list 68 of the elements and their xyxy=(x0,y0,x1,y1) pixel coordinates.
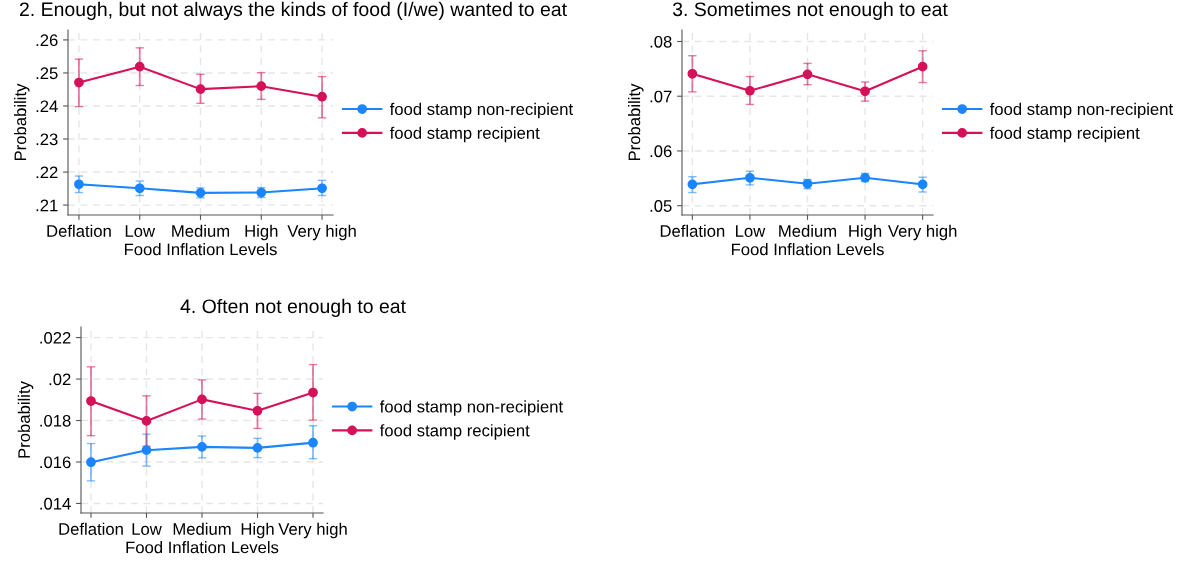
y-tick-label: .02 xyxy=(49,373,71,386)
y-tick-label: .018 xyxy=(40,414,71,427)
point xyxy=(252,405,263,416)
chart-title: 4. Often not enough to eat xyxy=(180,298,406,317)
y-tick-label: .21 xyxy=(36,199,58,212)
point xyxy=(745,85,755,96)
x-tick-label: High xyxy=(245,224,278,241)
x-tick-label: Very high xyxy=(287,224,356,241)
y-tick-label: .022 xyxy=(40,331,71,344)
point xyxy=(802,69,813,80)
x-tick-label: Very high xyxy=(278,522,347,539)
point xyxy=(252,443,263,453)
legend-label: food stamp non-recipient xyxy=(989,102,1173,119)
y-tick-label: .23 xyxy=(36,133,58,146)
y-tick-label: .014 xyxy=(40,497,71,510)
y-tick-label: .08 xyxy=(650,35,672,48)
y-axis-title: Probability xyxy=(14,83,30,161)
y-tick-label: .25 xyxy=(36,67,58,80)
x-tick-label: Low xyxy=(132,523,162,535)
point xyxy=(197,394,207,405)
x-tick-label: Low xyxy=(736,225,766,237)
point xyxy=(86,396,96,406)
y-tick-label: .26 xyxy=(36,34,58,47)
point xyxy=(308,387,318,398)
x-tick-label: Deflation xyxy=(59,522,123,535)
chart-title: 3. Sometimes not enough to eat xyxy=(672,1,948,20)
y-tick-label: .016 xyxy=(40,456,71,469)
point xyxy=(195,84,206,94)
y-tick-label: .22 xyxy=(36,166,58,179)
point xyxy=(308,437,318,448)
point xyxy=(86,457,96,468)
x-tick-label: High xyxy=(849,224,882,241)
y-tick-label: .05 xyxy=(650,200,672,212)
point xyxy=(687,179,698,190)
legend-label: food stamp recipient xyxy=(989,126,1140,143)
y-axis-title: Probability xyxy=(628,83,644,161)
legend-label: food stamp non-recipient xyxy=(389,102,573,119)
point xyxy=(74,77,84,88)
x-tick-label: Low xyxy=(125,225,156,237)
point xyxy=(197,441,207,452)
x-tick-label: Deflation xyxy=(47,224,111,237)
x-tick-label: Very high xyxy=(887,224,957,241)
point xyxy=(141,445,152,456)
y-axis-title: Probability xyxy=(17,381,34,458)
x-axis-title: Food Inflation Levels xyxy=(731,243,884,256)
y-tick-label: .07 xyxy=(650,90,672,103)
y-tick-label: .06 xyxy=(650,145,672,158)
legend-label: food stamp recipient xyxy=(389,126,540,143)
point xyxy=(917,61,928,72)
chart-title: 2. Enough, but not always the kinds of food (I/we) wanted to eat xyxy=(19,1,567,20)
x-tick-label: Medium xyxy=(173,522,231,535)
x-tick-label: Medium xyxy=(172,224,230,237)
point xyxy=(134,61,145,72)
point xyxy=(74,179,84,190)
x-tick-label: High xyxy=(241,522,274,539)
point xyxy=(860,86,870,97)
point xyxy=(256,81,267,92)
x-tick-label: Medium xyxy=(779,224,837,237)
x-tick-label: Deflation xyxy=(660,224,725,237)
point xyxy=(317,91,327,102)
legend-label: food stamp non-recipient xyxy=(379,400,563,416)
x-axis-title: Food Inflation Levels xyxy=(126,541,279,554)
x-axis-title: Food Inflation Levels xyxy=(124,243,277,256)
point xyxy=(687,68,698,79)
point xyxy=(141,416,152,426)
point xyxy=(317,183,327,194)
y-tick-label: .24 xyxy=(36,100,58,113)
legend-label: food stamp recipient xyxy=(379,424,530,440)
